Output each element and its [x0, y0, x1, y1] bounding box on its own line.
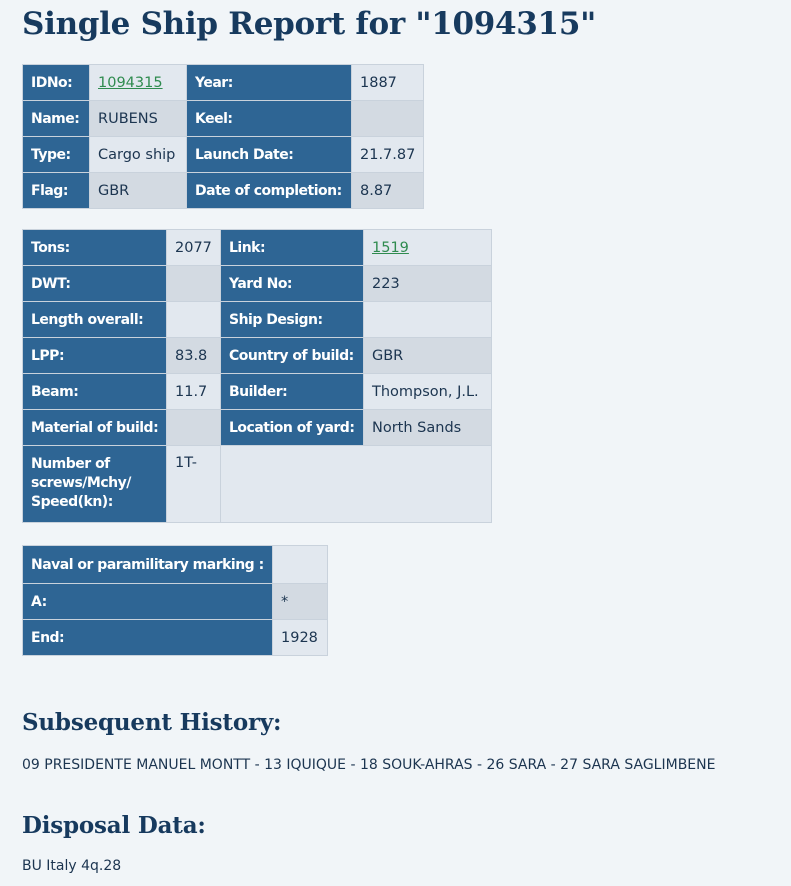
table-row: Length overall: Ship Design:: [22, 301, 492, 338]
keel-label: Keel:: [186, 100, 352, 137]
country-of-build-value: GBR: [363, 337, 492, 374]
country-of-build-label: Country of build:: [220, 337, 364, 374]
idno-link[interactable]: 1094315: [98, 74, 163, 91]
table-row: Beam: 11.7 Builder: Thompson, J.L.: [22, 373, 492, 410]
yard-no-value: 223: [363, 265, 492, 302]
date-of-completion-value: 8.87: [351, 172, 424, 209]
end-label: End:: [22, 619, 273, 656]
table-row: Flag: GBR Date of completion: 8.87: [22, 172, 424, 209]
tons-value: 2077: [166, 229, 221, 266]
flag-label: Flag:: [22, 172, 90, 209]
ship-design-value: [363, 301, 492, 338]
builder-label: Builder:: [220, 373, 364, 410]
launch-date-value: 21.7.87: [351, 136, 424, 173]
page-title: Single Ship Report for "1094315": [22, 6, 596, 42]
length-overall-label: Length overall:: [22, 301, 167, 338]
type-label: Type:: [22, 136, 90, 173]
lpp-label: LPP:: [22, 337, 167, 374]
year-value: 1887: [351, 64, 424, 101]
table-row: DWT: Yard No: 223: [22, 265, 492, 302]
length-overall-value: [166, 301, 221, 338]
table-row: End: 1928: [22, 619, 328, 656]
beam-label: Beam:: [22, 373, 167, 410]
location-of-yard-value: North Sands: [363, 409, 492, 446]
end-value: 1928: [272, 619, 328, 656]
screws-machinery-speed-label: Number of screws/Mchy/ Speed(kn):: [22, 445, 167, 523]
link-label: Link:: [220, 229, 364, 266]
table-row: Naval or paramilitary marking :: [22, 545, 328, 584]
ship-design-label: Ship Design:: [220, 301, 364, 338]
lpp-value: 83.8: [166, 337, 221, 374]
material-of-build-label: Material of build:: [22, 409, 167, 446]
keel-value: [351, 100, 424, 137]
table-row: Material of build: Location of yard: Nor…: [22, 409, 492, 446]
table-row: Type: Cargo ship Launch Date: 21.7.87: [22, 136, 424, 173]
flag-value: GBR: [89, 172, 187, 209]
type-value: Cargo ship: [89, 136, 187, 173]
builder-value: Thompson, J.L.: [363, 373, 492, 410]
a-value: *: [272, 583, 328, 620]
screws-machinery-speed-value: 1T-: [166, 445, 221, 523]
disposal-data-text: BU Italy 4q.28: [22, 858, 122, 874]
link-value-link[interactable]: 1519: [372, 239, 409, 256]
name-value: RUBENS: [89, 100, 187, 137]
date-of-completion-label: Date of completion:: [186, 172, 352, 209]
yard-no-label: Yard No:: [220, 265, 364, 302]
table-row: Tons: 2077 Link: 1519: [22, 229, 492, 266]
table-row: LPP: 83.8 Country of build: GBR: [22, 337, 492, 374]
a-label: A:: [22, 583, 273, 620]
empty-cell: [220, 445, 492, 523]
launch-date-label: Launch Date:: [186, 136, 352, 173]
dwt-label: DWT:: [22, 265, 167, 302]
naval-marking-label: Naval or paramilitary marking :: [22, 545, 273, 584]
name-label: Name:: [22, 100, 90, 137]
ship-dimensions-table: Tons: 2077 Link: 1519 DWT: Yard No: 223 …: [22, 229, 492, 523]
tons-label: Tons:: [22, 229, 167, 266]
beam-value: 11.7: [166, 373, 221, 410]
table-row: IDNo: 1094315 Year: 1887: [22, 64, 424, 101]
disposal-data-heading: Disposal Data:: [22, 812, 206, 839]
location-of-yard-label: Location of yard:: [220, 409, 364, 446]
marking-table: Naval or paramilitary marking : A: * End…: [22, 545, 328, 656]
year-label: Year:: [186, 64, 352, 101]
table-row: Number of screws/Mchy/ Speed(kn): 1T-: [22, 445, 492, 523]
subsequent-history-heading: Subsequent History:: [22, 709, 282, 736]
material-of-build-value: [166, 409, 221, 446]
dwt-value: [166, 265, 221, 302]
subsequent-history-text: 09 PRESIDENTE MANUEL MONTT - 13 IQUIQUE …: [22, 757, 716, 773]
idno-label: IDNo:: [22, 64, 90, 101]
table-row: A: *: [22, 583, 328, 620]
naval-marking-value: [272, 545, 328, 584]
table-row: Name: RUBENS Keel:: [22, 100, 424, 137]
ship-identity-table: IDNo: 1094315 Year: 1887 Name: RUBENS Ke…: [22, 64, 424, 209]
